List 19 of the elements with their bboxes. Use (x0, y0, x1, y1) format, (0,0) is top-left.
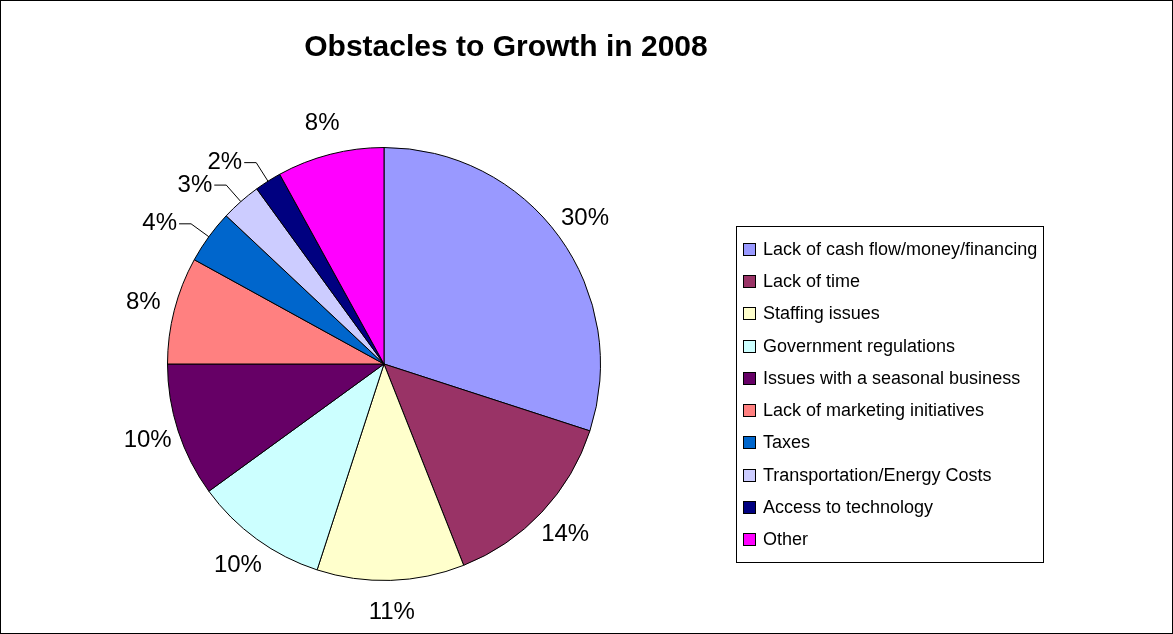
data-label: 11% (368, 597, 415, 624)
data-label: 30% (561, 202, 610, 230)
legend-label: Lack of time (763, 270, 861, 292)
legend-label: Transportation/Energy Costs (763, 464, 992, 486)
legend-label: Staffing issues (763, 303, 880, 325)
legend-label: Other (763, 529, 809, 551)
data-label: 10% (213, 549, 262, 577)
data-label: 10% (123, 425, 172, 453)
data-label: 4% (142, 208, 178, 236)
legend-label: Access to technology (763, 497, 934, 519)
data-label: 14% (541, 518, 590, 546)
legend-label: Taxes (763, 432, 811, 454)
legend-label: Government regulations (763, 335, 956, 357)
data-label: 8% (304, 107, 340, 135)
legend-label: Issues with a seasonal business (763, 367, 1021, 389)
data-label: 8% (125, 286, 161, 314)
legend-label: Lack of marketing initiatives (763, 400, 985, 422)
legend-label: Lack of cash flow/money/financing (763, 238, 1038, 260)
chart-title: Obstacles to Growth in 2008 (303, 29, 709, 63)
